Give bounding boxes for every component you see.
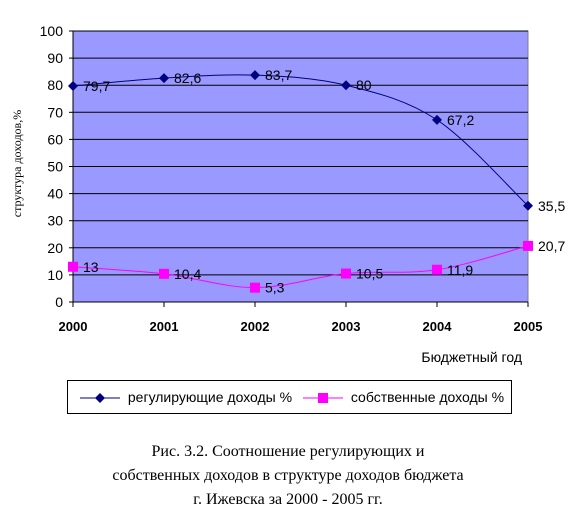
data-label-s2: 10,4 [174, 266, 201, 282]
legend-label-own: собственные доходы % [350, 389, 505, 405]
series-line-1 [72, 74, 529, 207]
data-label-s1: 67,2 [447, 112, 474, 128]
figure-caption: Рис. 3.2. Соотношение регулирующих и соб… [0, 440, 576, 512]
data-label-s1: 83,7 [265, 67, 292, 83]
y-tick-label: 20 [47, 240, 63, 256]
data-point-s1 [250, 70, 260, 81]
y-tick-label: 60 [47, 131, 63, 147]
y-tick-label: 80 [47, 77, 63, 93]
data-point-s1 [523, 200, 533, 211]
x-tick-label: 2003 [332, 319, 361, 334]
x-tick-label: 2004 [423, 319, 453, 334]
y-tick-label: 0 [55, 294, 63, 310]
x-tick-label: 2005 [514, 319, 543, 334]
legend-swatch-regulating [80, 391, 120, 405]
legend-swatch-own [303, 391, 343, 405]
caption-line-2: собственных доходов в структуре доходов … [112, 467, 464, 484]
y-tick-label: 30 [47, 213, 63, 229]
x-tick-label: 2000 [59, 319, 88, 334]
data-label-s1: 35,5 [538, 198, 565, 214]
y-tick-label: 10 [47, 267, 63, 283]
data-label-s1: 80 [356, 77, 372, 93]
data-label-s2: 13 [83, 259, 99, 275]
caption-line-1: Рис. 3.2. Соотношение регулирующих и [151, 443, 425, 460]
legend: регулирующие доходы % собственные доходы… [67, 380, 512, 414]
legend-label-regulating: регулирующие доходы % [127, 389, 293, 405]
x-tick-label: 2001 [150, 319, 179, 334]
data-point-s1 [159, 73, 169, 84]
x-tick-label: 2002 [241, 319, 270, 334]
data-point-s1 [341, 80, 351, 91]
x-axis-title: Бюджетный год [421, 349, 522, 365]
data-label-s2: 5,3 [265, 280, 285, 296]
legend-item-own: собственные доходы % [303, 389, 504, 405]
legend-item-regulating: регулирующие доходы % [80, 389, 292, 405]
y-tick-label: 70 [47, 104, 63, 120]
series-line-2 [72, 245, 529, 289]
data-point-s1 [68, 81, 78, 92]
y-tick-label: 50 [47, 159, 63, 175]
data-point-s2 [523, 240, 533, 251]
data-point-s2 [250, 282, 260, 293]
y-tick-label: 90 [47, 50, 63, 66]
caption-line-3: г. Ижевска за 2000 - 2005 гг. [193, 491, 383, 508]
data-label-s2: 20,7 [538, 238, 565, 254]
y-tick-label: 100 [40, 23, 64, 39]
line-chart: 0 10 20 30 40 50 60 70 80 90 100 2000 2001 2002 2003 20… [10, 23, 565, 365]
data-label-s2: 10,5 [356, 266, 383, 282]
data-label-s1: 79,7 [83, 78, 110, 94]
data-point-s2 [341, 268, 351, 279]
y-axis-title: структура доходов,% [10, 110, 24, 217]
data-label-s1: 82,6 [174, 70, 201, 86]
data-point-s2 [432, 264, 442, 275]
data-point-s2 [159, 268, 169, 279]
y-tick-label: 40 [47, 186, 63, 202]
data-label-s2: 11,9 [447, 262, 473, 278]
data-point-s1 [432, 114, 442, 125]
data-point-s2 [68, 261, 78, 272]
